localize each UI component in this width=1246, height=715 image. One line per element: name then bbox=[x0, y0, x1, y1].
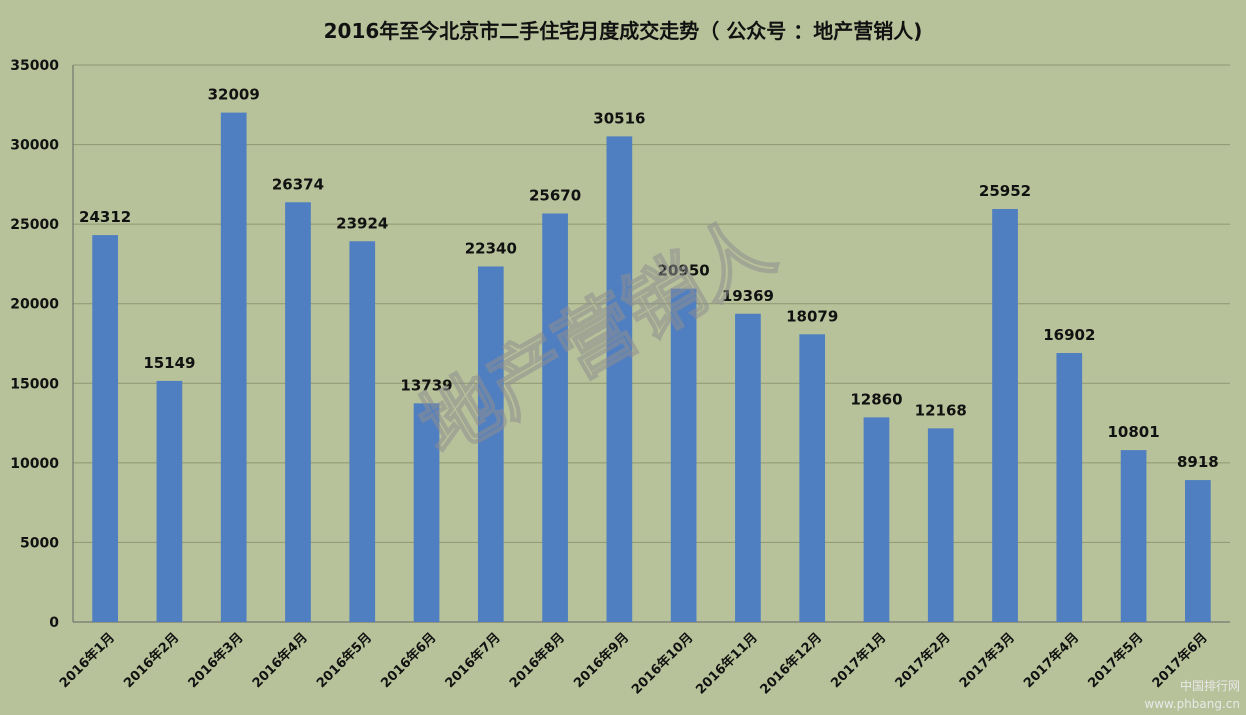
bar bbox=[285, 202, 311, 623]
y-tick-label: 0 bbox=[49, 615, 59, 631]
data-label: 26374 bbox=[272, 175, 324, 193]
data-label: 18079 bbox=[786, 307, 838, 325]
data-label: 10801 bbox=[1107, 423, 1159, 441]
x-tick-label: 2016年7月 bbox=[442, 630, 504, 692]
x-tick-label: 2016年6月 bbox=[378, 630, 440, 692]
data-label: 25952 bbox=[979, 182, 1031, 200]
x-tick-label: 2016年2月 bbox=[121, 630, 183, 692]
data-label: 13739 bbox=[400, 376, 452, 394]
bar bbox=[735, 313, 761, 622]
x-tick-label: 2017年1月 bbox=[828, 630, 890, 692]
bar bbox=[863, 417, 890, 622]
data-label: 25670 bbox=[529, 186, 581, 204]
x-tick-label: 2017年5月 bbox=[1085, 630, 1147, 692]
x-tick-label: 2016年10月 bbox=[628, 630, 696, 698]
data-label: 24312 bbox=[79, 208, 131, 226]
bar bbox=[413, 403, 440, 622]
bar bbox=[670, 288, 697, 622]
data-labels: 24312 15149 32009 26374 23924 13739 22340 25670… bbox=[79, 86, 1219, 471]
y-tick-label: 20000 bbox=[10, 297, 59, 313]
y-tick-label: 5000 bbox=[20, 535, 59, 551]
data-label: 16902 bbox=[1043, 326, 1095, 344]
bar bbox=[1056, 353, 1083, 622]
bar bbox=[1120, 450, 1147, 622]
bars bbox=[92, 112, 1211, 623]
y-tick-label: 10000 bbox=[10, 456, 59, 472]
bar bbox=[992, 208, 1018, 622]
x-tick-label: 2016年5月 bbox=[313, 630, 375, 692]
y-tick-label: 25000 bbox=[10, 217, 59, 233]
bar bbox=[477, 266, 504, 622]
corner-watermark-line1: 中国排行网 bbox=[1180, 678, 1240, 693]
x-tick-label: 2016年11月 bbox=[693, 630, 761, 698]
x-tick-label: 2016年12月 bbox=[757, 630, 825, 698]
bar bbox=[92, 235, 118, 622]
bar bbox=[927, 428, 954, 622]
data-label: 20950 bbox=[658, 262, 710, 280]
x-tick-label: 2016年8月 bbox=[506, 630, 568, 692]
chart-title: 2016年至今北京市二手住宅月度成交走势（ 公众号 ：地产营销人) bbox=[324, 19, 923, 43]
axes bbox=[72, 65, 1230, 623]
data-label: 15149 bbox=[143, 354, 195, 372]
data-label: 32009 bbox=[208, 86, 260, 104]
data-label: 22340 bbox=[465, 239, 517, 257]
corner-watermark-line2: www.phbang.cn bbox=[1144, 697, 1240, 711]
bar bbox=[156, 380, 183, 622]
bar bbox=[542, 213, 568, 622]
x-tick-label: 2016年4月 bbox=[249, 630, 311, 692]
data-label: 12860 bbox=[850, 390, 902, 408]
data-label: 12168 bbox=[915, 401, 967, 419]
x-tick-label: 2017年4月 bbox=[1020, 630, 1082, 692]
data-label: 19369 bbox=[722, 287, 774, 305]
x-tick-label: 2016年1月 bbox=[56, 630, 118, 692]
x-tick-labels: 2016年1月 2016年2月 2016年3月 2016年4月 2016年5月 2016年… bbox=[56, 630, 1210, 698]
data-label: 30516 bbox=[593, 109, 645, 127]
bar bbox=[606, 136, 633, 622]
y-tick-label: 15000 bbox=[10, 376, 59, 392]
bar bbox=[220, 112, 247, 622]
x-tick-label: 2017年3月 bbox=[956, 630, 1018, 692]
y-tick-label: 35000 bbox=[10, 58, 59, 74]
x-tick-label: 2016年9月 bbox=[571, 630, 633, 692]
bar bbox=[1185, 480, 1211, 622]
gridlines bbox=[73, 64, 1230, 543]
data-label: 23924 bbox=[336, 214, 388, 232]
data-label: 8918 bbox=[1177, 453, 1219, 471]
bar bbox=[349, 241, 376, 622]
bar bbox=[799, 334, 826, 622]
x-tick-label: 2017年2月 bbox=[892, 630, 954, 692]
watermark-text: 地产营销人 bbox=[406, 201, 789, 474]
x-tick-label: 2016年3月 bbox=[185, 630, 247, 692]
y-tick-labels: 0 5000 10000 15000 20000 25000 30000 35000 bbox=[10, 58, 59, 631]
y-tick-label: 30000 bbox=[10, 138, 59, 154]
